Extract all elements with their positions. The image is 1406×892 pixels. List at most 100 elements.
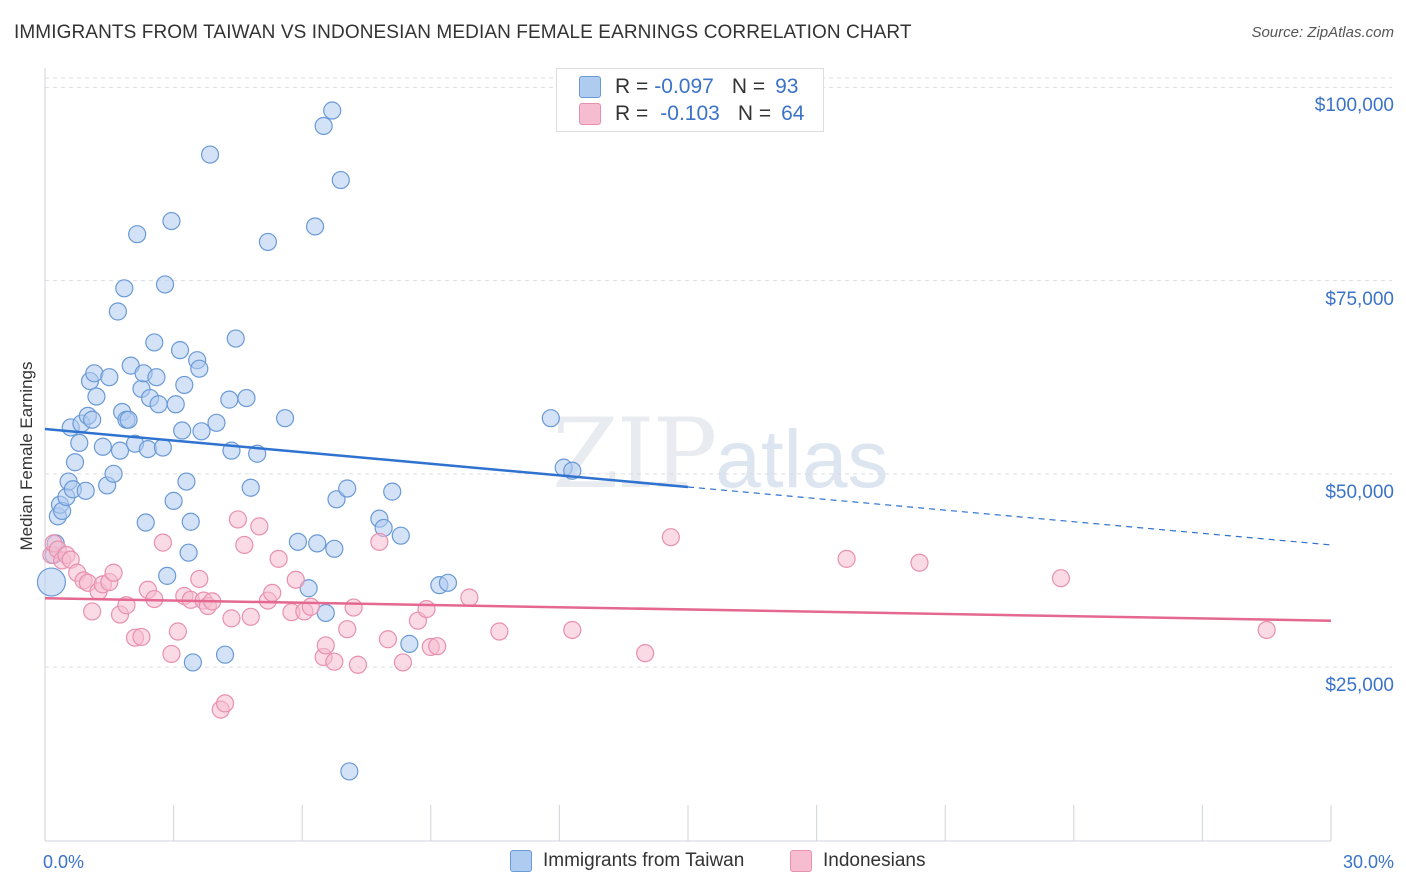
point-taiwan xyxy=(391,526,410,545)
point-taiwan xyxy=(314,116,333,136)
point-indonesians xyxy=(490,622,509,641)
point-indonesians xyxy=(1051,569,1071,588)
point-indonesians xyxy=(83,602,102,621)
point-taiwan xyxy=(308,534,327,553)
point-taiwan xyxy=(70,433,89,453)
point-indonesians xyxy=(378,630,398,649)
point-taiwan xyxy=(383,482,402,501)
point-indonesians xyxy=(104,563,123,582)
y-tick-label-3: $100,000 xyxy=(1314,95,1394,117)
chart-title: IMMIGRANTS FROM TAIWAN VS INDONESIAN MED… xyxy=(14,22,912,43)
stats-legend: R = -0.097 N = 93 R = -0.103 N = 64 xyxy=(556,68,824,132)
trend-line-indonesians xyxy=(44,597,1332,622)
point-indonesians xyxy=(215,694,235,713)
r-label: R = xyxy=(615,75,649,98)
point-taiwan xyxy=(65,453,85,472)
point-taiwan xyxy=(87,387,106,406)
indonesians-swatch xyxy=(579,103,601,125)
point-indonesians xyxy=(235,535,254,555)
x-tick-label-max: 30.0% xyxy=(1342,852,1394,872)
legend-item-indonesians[interactable]: Indonesians xyxy=(790,850,925,872)
point-taiwan xyxy=(438,573,458,592)
point-indonesians xyxy=(190,569,209,589)
point-indonesians xyxy=(168,622,187,641)
point-taiwan xyxy=(177,472,196,491)
point-taiwan xyxy=(192,422,211,441)
point-taiwan xyxy=(288,532,308,551)
point-taiwan xyxy=(147,368,166,387)
point-indonesians xyxy=(837,549,856,568)
stats-row-taiwan: R = -0.097 N = 93 xyxy=(579,74,798,100)
point-taiwan xyxy=(179,543,198,562)
y-axis-title: Median Female Earnings xyxy=(17,361,36,551)
source-label: Source: ZipAtlas.com xyxy=(1251,24,1394,41)
point-taiwan xyxy=(325,539,344,558)
point-taiwan xyxy=(108,302,127,321)
point-indonesians xyxy=(301,597,320,616)
point-indonesians xyxy=(460,588,479,607)
legend-label-indonesians: Indonesians xyxy=(823,850,926,871)
point-indonesians xyxy=(338,620,357,639)
point-taiwan xyxy=(241,478,260,497)
point-taiwan xyxy=(36,567,67,597)
point-taiwan xyxy=(110,441,130,460)
point-indonesians xyxy=(393,653,413,672)
point-taiwan xyxy=(237,388,256,408)
point-indonesians xyxy=(263,583,282,602)
trend-line-taiwan xyxy=(44,427,689,489)
point-taiwan xyxy=(183,653,202,672)
legend-swatch-indonesians xyxy=(790,850,812,872)
point-indonesians xyxy=(269,549,288,568)
point-indonesians xyxy=(286,570,305,589)
n-value-taiwan: 93 xyxy=(775,75,799,98)
point-indonesians xyxy=(563,620,582,640)
point-taiwan xyxy=(153,438,172,457)
point-indonesians xyxy=(1257,620,1276,640)
n-label: N = xyxy=(731,75,766,98)
point-indonesians xyxy=(636,644,655,663)
point-taiwan xyxy=(400,634,419,653)
point-taiwan xyxy=(340,762,359,781)
legend-swatch-taiwan xyxy=(510,850,532,872)
point-taiwan xyxy=(155,275,175,294)
point-taiwan xyxy=(181,512,200,531)
point-taiwan xyxy=(166,395,185,414)
point-taiwan xyxy=(83,410,102,429)
stats-row-indonesians: R = -0.103 N = 64 xyxy=(579,101,804,127)
point-indonesians xyxy=(325,652,344,671)
point-taiwan xyxy=(323,101,342,120)
point-indonesians xyxy=(250,517,269,536)
point-indonesians xyxy=(344,598,363,617)
point-indonesians xyxy=(348,655,368,674)
point-indonesians xyxy=(910,553,929,572)
taiwan-swatch xyxy=(579,76,601,98)
watermark-zip: ZIP xyxy=(552,398,717,510)
point-taiwan xyxy=(220,390,239,409)
point-indonesians xyxy=(222,609,241,628)
point-taiwan xyxy=(104,464,123,483)
point-taiwan xyxy=(93,437,112,456)
point-indonesians xyxy=(162,644,181,664)
y-tick-label-2: $75,000 xyxy=(1325,288,1394,310)
r-value-taiwan: -0.097 xyxy=(654,75,714,98)
point-indonesians xyxy=(153,533,172,552)
trend-line-extension-taiwan xyxy=(687,486,1332,546)
point-taiwan xyxy=(305,217,325,236)
point-indonesians xyxy=(241,607,260,626)
point-taiwan xyxy=(200,145,220,164)
point-indonesians xyxy=(370,532,389,551)
point-taiwan xyxy=(299,579,318,598)
legend-item-taiwan[interactable]: Immigrants from Taiwan xyxy=(510,850,744,872)
point-taiwan xyxy=(338,479,357,498)
series-legend: Immigrants from Taiwan Indonesians xyxy=(0,850,1406,878)
point-taiwan xyxy=(115,279,134,298)
point-taiwan xyxy=(138,439,157,459)
watermark-atlas: atlas xyxy=(715,414,889,505)
point-taiwan xyxy=(331,170,350,190)
point-taiwan xyxy=(173,421,192,440)
point-indonesians xyxy=(428,637,447,656)
point-indonesians xyxy=(316,636,335,655)
r-label: R = xyxy=(615,102,649,125)
point-taiwan xyxy=(215,645,235,664)
point-taiwan xyxy=(327,490,346,509)
